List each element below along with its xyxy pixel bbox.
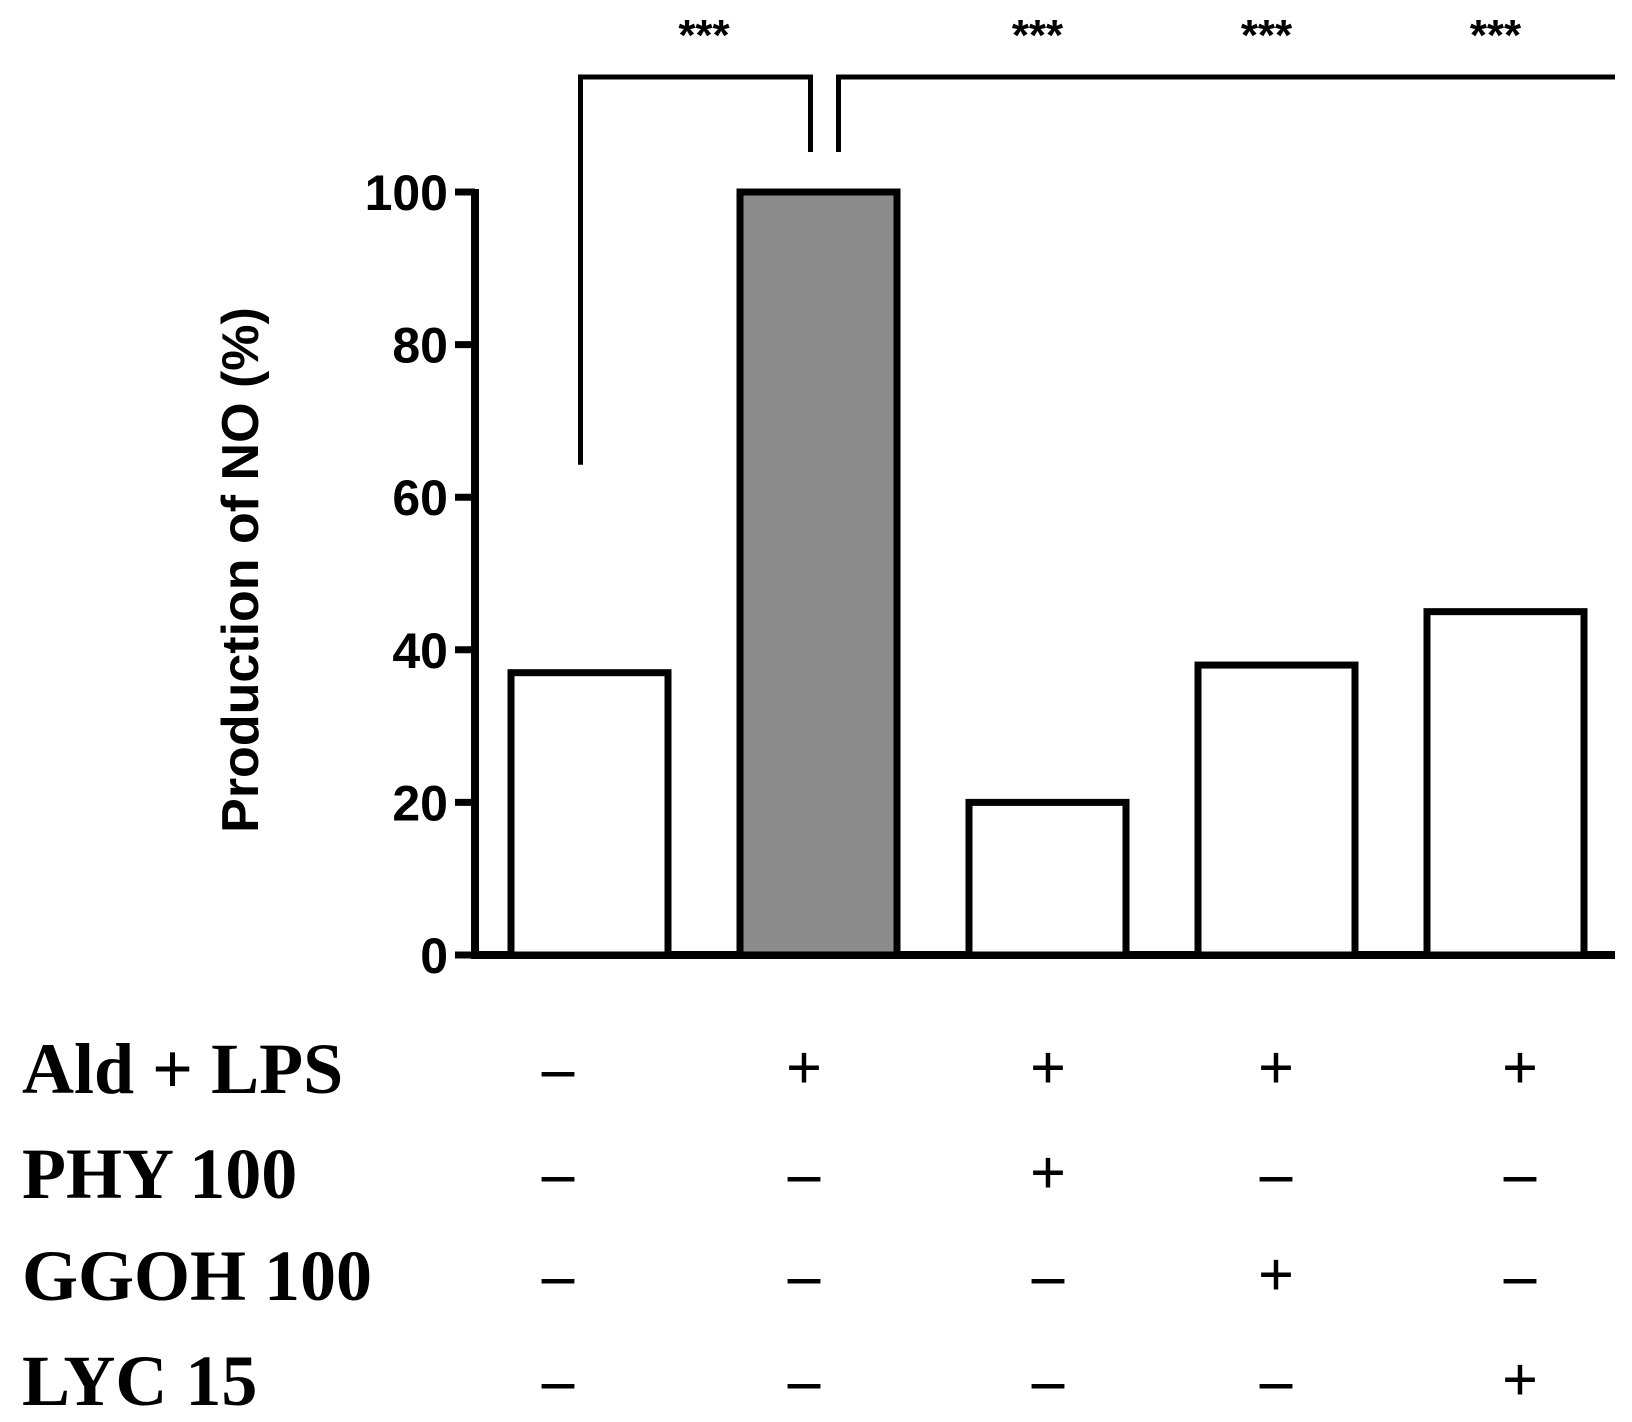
treatment-row-label: Ald + LPS	[22, 1029, 343, 1109]
significance-bracket-2	[836, 74, 1615, 152]
bar-3	[965, 798, 1130, 959]
treatment-mark: +	[786, 1032, 822, 1103]
treatment-mark: –	[541, 1344, 575, 1415]
treatment-row-label: LYC 15	[22, 1341, 257, 1421]
y-tick-label: 60	[392, 470, 448, 526]
treatment-mark: –	[1259, 1344, 1293, 1415]
treatment-mark: +	[1030, 1137, 1066, 1208]
bar-5	[1423, 608, 1588, 959]
y-tick-label: 80	[392, 318, 448, 374]
treatment-mark: –	[787, 1137, 821, 1208]
significance-stars: ***	[1470, 11, 1522, 60]
bar-1	[507, 669, 672, 959]
treatment-mark: +	[1502, 1032, 1538, 1103]
y-tick-label: 100	[365, 165, 448, 221]
treatment-mark: –	[1503, 1137, 1537, 1208]
treatment-mark: +	[1258, 1032, 1294, 1103]
bar-2	[736, 188, 901, 959]
treatment-mark: –	[541, 1137, 575, 1208]
bar-4	[1194, 661, 1359, 959]
treatment-table: Ald + LPS – + + + + PHY 100 – – + – – GGOH 100 – – – + – L…	[22, 1029, 1538, 1421]
treatment-mark: –	[541, 1239, 575, 1310]
treatment-mark: –	[787, 1344, 821, 1415]
y-tick-label: 20	[392, 775, 448, 831]
significance-stars: ***	[678, 11, 730, 60]
y-tick-label: 0	[420, 928, 448, 984]
significance-stars: ***	[1012, 11, 1064, 60]
treatment-mark: +	[1258, 1239, 1294, 1310]
significance-brackets: *** *** *** ***	[578, 11, 1615, 465]
treatment-row-label: PHY 100	[22, 1134, 297, 1214]
treatment-mark: –	[1503, 1239, 1537, 1310]
y-tick-label: 40	[392, 623, 448, 679]
bars	[507, 188, 1588, 959]
treatment-mark: –	[1031, 1239, 1065, 1310]
treatment-mark: –	[1259, 1137, 1293, 1208]
treatment-mark: –	[787, 1239, 821, 1310]
treatment-row-label: GGOH 100	[22, 1236, 372, 1316]
significance-stars: ***	[1241, 11, 1293, 60]
y-axis-title: Production of NO (%)	[212, 307, 270, 833]
treatment-mark: –	[541, 1032, 575, 1103]
treatment-mark: –	[1031, 1344, 1065, 1415]
treatment-mark: +	[1502, 1344, 1538, 1415]
significance-bracket-1	[578, 74, 813, 465]
treatment-mark: +	[1030, 1032, 1066, 1103]
